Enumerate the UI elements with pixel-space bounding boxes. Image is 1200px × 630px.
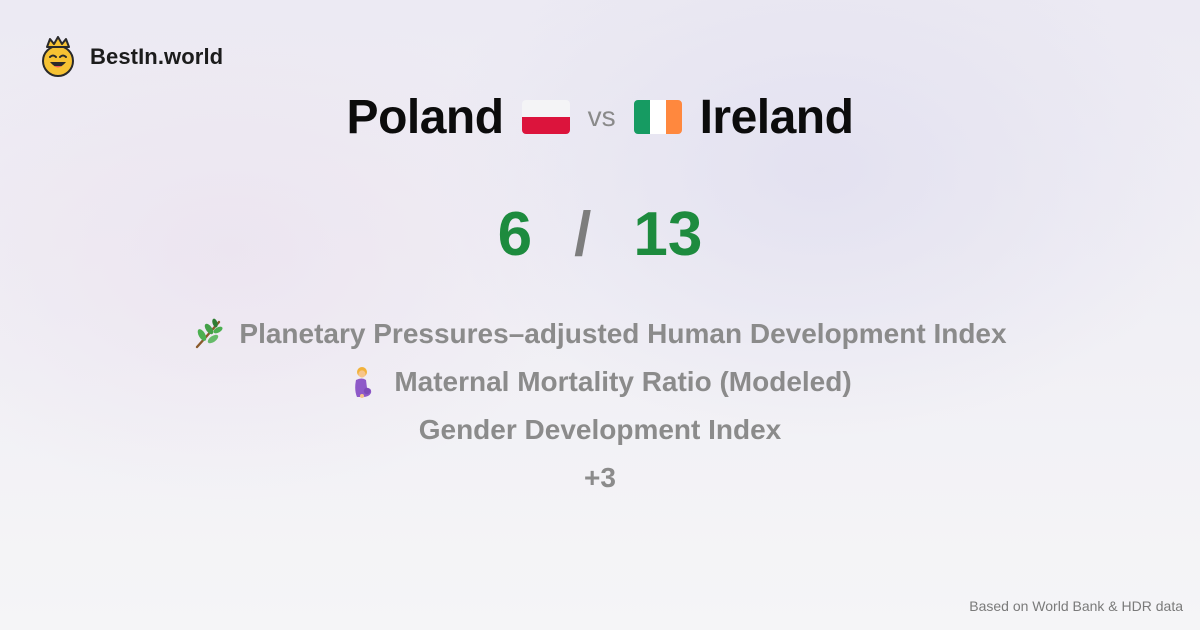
more-metrics-count[interactable]: +3 (584, 454, 616, 502)
country-a-name[interactable]: Poland (346, 90, 505, 144)
data-source-note: Based on World Bank & HDR data (969, 598, 1183, 614)
metric-list: Planetary Pressures–adjusted Human Devel… (0, 310, 1200, 502)
metric-item[interactable]: Gender Development Index (419, 406, 782, 454)
vs-label: vs (587, 101, 616, 132)
metric-label: Planetary Pressures–adjusted Human Devel… (239, 318, 1007, 349)
score-left: 6 (497, 199, 533, 269)
pregnant-woman-icon (355, 367, 372, 398)
score-separator: / (574, 199, 592, 269)
metric-item[interactable]: Maternal Mortality Ratio (Modeled) (348, 358, 852, 406)
page-title: Poland vs Ireland (0, 84, 1200, 150)
herb-icon (196, 318, 223, 349)
brand[interactable]: BestIn.world (38, 36, 223, 78)
flag-ireland-icon (633, 100, 682, 134)
score: 6 / 13 (0, 192, 1200, 276)
metric-item[interactable]: Planetary Pressures–adjusted Human Devel… (193, 310, 1007, 358)
metric-label: Gender Development Index (418, 414, 782, 445)
flag-poland-icon (521, 100, 570, 134)
score-right: 13 (633, 199, 703, 269)
crowned-smiley-icon (42, 36, 74, 77)
more-label: +3 (584, 462, 616, 493)
brand-name: BestIn.world (90, 44, 224, 69)
country-b-name[interactable]: Ireland (699, 90, 854, 144)
metric-label: Maternal Mortality Ratio (Modeled) (394, 366, 852, 397)
